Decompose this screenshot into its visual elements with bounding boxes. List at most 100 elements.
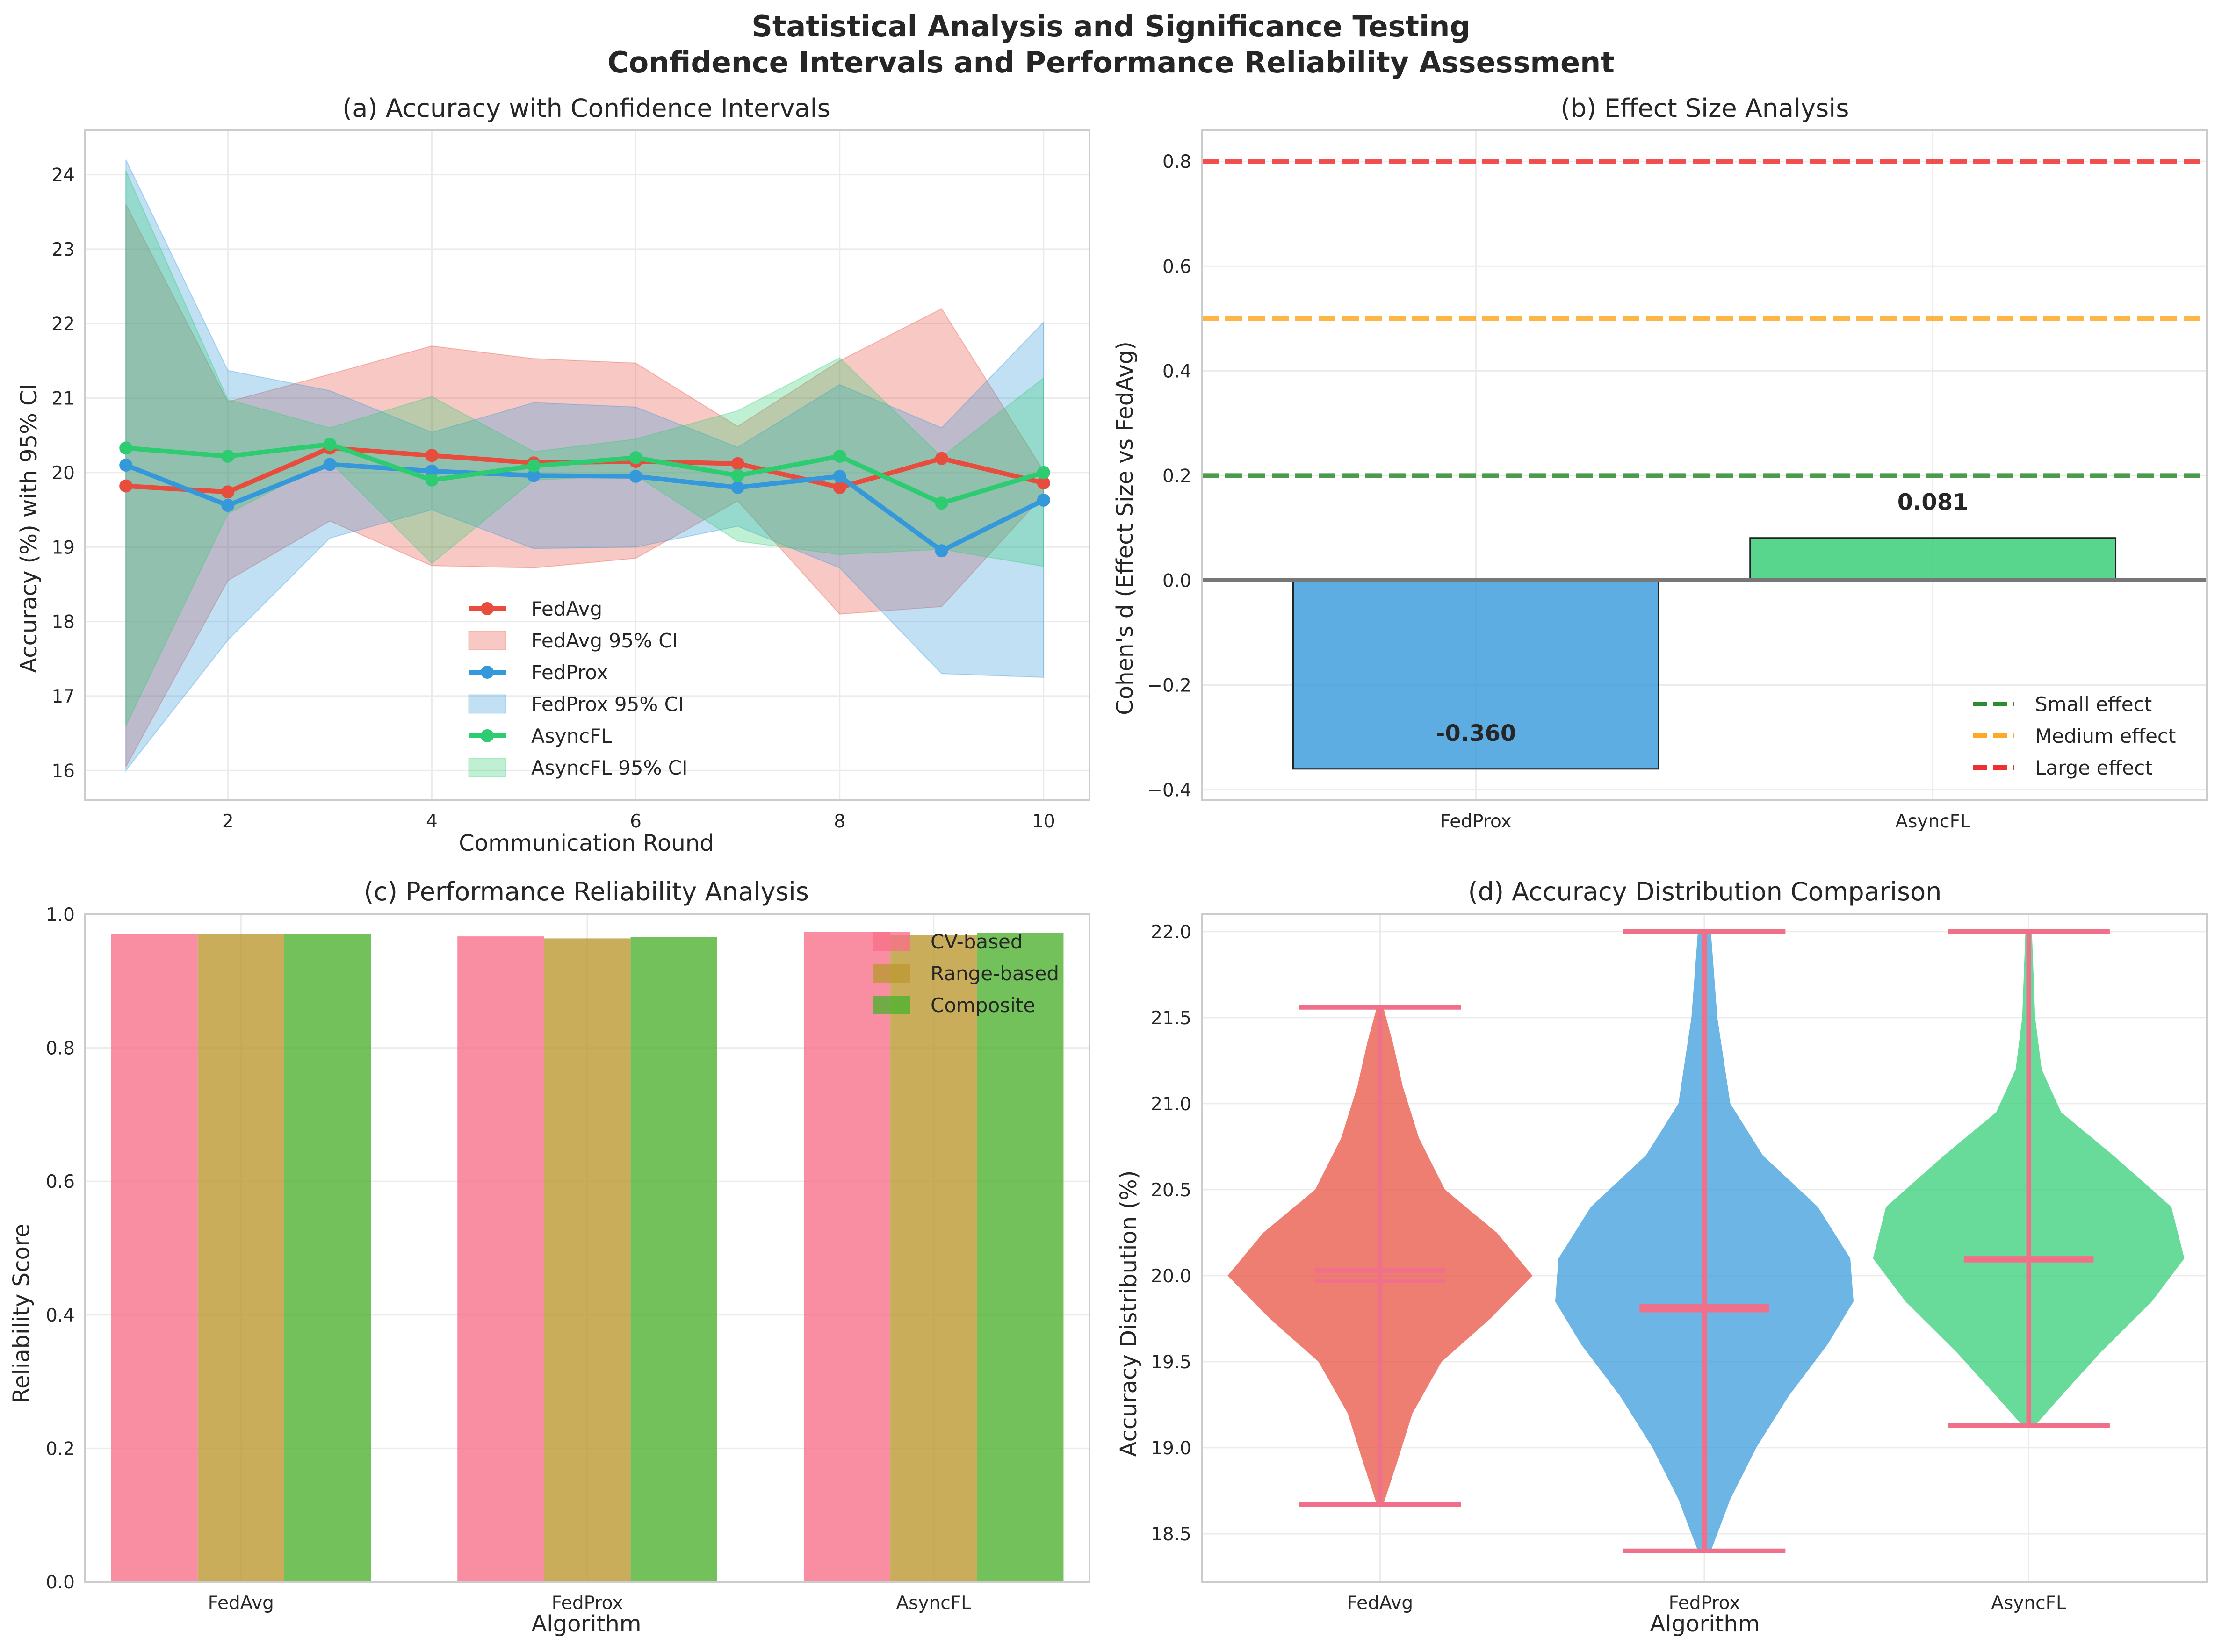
panel-a-xlabel: Communication Round [459, 830, 714, 856]
panel-c-ytick-label: 0.0 [46, 1572, 75, 1593]
panel-a-ylabel: Accuracy (%) with 95% CI [16, 383, 42, 673]
panel-b-effect-size: (b) Effect Size Analysis Cohen's d (Effe… [1112, 93, 2208, 832]
legend-label-fedprox: FedProx [531, 661, 608, 684]
panel-b-title: (b) Effect Size Analysis [1561, 93, 1849, 123]
legend-patch-cv-based [873, 932, 910, 951]
panel-b-ytick-label: 0.6 [1162, 256, 1191, 277]
effect-bar-asyncfl [1749, 537, 2117, 581]
panel-d-xlabel: Algorithm [1650, 1611, 1760, 1637]
point-fedprox [1037, 493, 1050, 507]
point-fedprox [833, 469, 846, 483]
panel-a-xtick-label: 10 [1032, 811, 1055, 832]
panel-c-ytick-label: 0.4 [46, 1305, 75, 1326]
panel-d-ytick-label: 22.0 [1151, 922, 1191, 943]
panel-c-xlabel: Algorithm [531, 1611, 641, 1637]
point-fedavg [425, 449, 439, 462]
legend-label-large-effect: Large effect [2035, 756, 2153, 779]
legend-patch-asyncfl-ci [468, 758, 506, 777]
panel-c-ytick-label: 0.2 [46, 1438, 75, 1459]
panel-c-xtick-label: FedProx [552, 1593, 623, 1614]
panel-c-title: (c) Performance Reliability Analysis [364, 877, 809, 906]
point-fedavg [221, 485, 235, 499]
point-fedprox [527, 469, 541, 482]
panel-d-ylabel: Accuracy Distribution (%) [1116, 1171, 1142, 1457]
panel-c-xtick-label: AsyncFL [896, 1593, 971, 1614]
panel-d-ytick-label: 21.5 [1151, 1008, 1191, 1029]
point-asyncfl [119, 441, 133, 455]
legend-patch-fedprox-ci [468, 694, 506, 714]
panel-b-ytick-label: 0.8 [1162, 151, 1191, 172]
panel-d-ytick-label: 19.5 [1151, 1352, 1191, 1373]
point-fedavg [119, 479, 133, 493]
panel-c-ytick-label: 1.0 [46, 905, 75, 926]
panel-a-ytick-label: 16 [51, 761, 75, 782]
point-fedprox [935, 544, 948, 558]
panel-b-xtick-label: AsyncFL [1895, 811, 1970, 832]
point-fedavg [731, 457, 744, 470]
legend-patch-composite [873, 996, 910, 1014]
series-line-fedprox [125, 462, 1045, 553]
point-asyncfl [1037, 466, 1050, 479]
panel-a-ytick-label: 21 [51, 388, 75, 409]
panel-a-ytick-label: 22 [51, 314, 75, 335]
panel-b-frame [1201, 129, 2208, 801]
panel-a-xtick-label: 8 [834, 811, 845, 832]
legend-label-composite: Composite [931, 994, 1035, 1017]
legend-label-fedavg-ci: FedAvg 95% CI [531, 629, 678, 652]
panel-c-ytick-label: 0.8 [46, 1038, 75, 1059]
panel-d-ytick-label: 20.0 [1151, 1266, 1191, 1287]
panel-d-ytick-label: 18.5 [1151, 1524, 1191, 1545]
panel-b-ytick-label: 0.0 [1162, 570, 1191, 591]
bar-cv-based-asyncfl [803, 932, 891, 1582]
point-asyncfl [323, 438, 337, 451]
point-asyncfl [425, 473, 439, 487]
panel-a-ytick-label: 17 [51, 686, 75, 707]
bar-composite-fedavg [284, 934, 371, 1582]
point-fedavg [935, 452, 948, 465]
panel-c-ytick-label: 0.6 [46, 1171, 75, 1192]
effect-value-label-asyncfl: 0.081 [1897, 489, 1969, 516]
panel-d-xtick-label: AsyncFL [1991, 1593, 2066, 1614]
legend-label-fedavg: FedAvg [531, 597, 602, 620]
panel-d-ytick-label: 21.0 [1151, 1094, 1191, 1115]
panel-a-title: (a) Accuracy with Confidence Intervals [342, 93, 830, 123]
panel-b-ytick-label: −0.4 [1147, 780, 1191, 801]
panel-a-ytick-label: 18 [51, 612, 75, 633]
point-asyncfl [629, 451, 642, 465]
legend-label-cv-based: CV-based [931, 930, 1023, 953]
effect-bar-fedprox [1292, 579, 1659, 770]
legend-marker-asyncfl [481, 729, 494, 742]
panel-d-frame [1201, 913, 2208, 1583]
legend-patch-range-based [873, 964, 910, 983]
figure-title-line2: Confidence Intervals and Performance Rel… [607, 45, 1615, 79]
point-fedprox [323, 458, 337, 471]
legend-label-asyncfl: AsyncFL [531, 725, 612, 747]
point-asyncfl [731, 469, 744, 482]
panel-d-ytick-label: 20.5 [1151, 1180, 1191, 1201]
panel-b-ytick-label: 0.4 [1162, 361, 1191, 382]
point-fedprox [629, 469, 642, 483]
panel-a-ytick-label: 24 [51, 165, 75, 186]
panel-a-accuracy-ci: (a) Accuracy with Confidence Intervals C… [16, 93, 1090, 856]
point-asyncfl [833, 449, 846, 463]
effect-value-label-fedprox: -0.360 [1436, 720, 1516, 747]
legend-label-medium-effect: Medium effect [2035, 725, 2176, 747]
legend-label-small-effect: Small effect [2035, 693, 2152, 716]
point-asyncfl [935, 496, 948, 510]
panel-c-reliability: (c) Performance Reliability Analysis Alg… [8, 877, 1090, 1637]
panel-a-ytick-label: 23 [51, 239, 75, 260]
legend-marker-fedavg [481, 602, 494, 615]
panel-a-xtick-label: 4 [426, 811, 438, 832]
point-fedprox [731, 481, 744, 494]
point-fedavg [1037, 476, 1050, 490]
panel-d-ytick-label: 19.0 [1151, 1438, 1191, 1459]
bar-cv-based-fedavg [111, 934, 198, 1582]
ci-band-fedprox [125, 159, 1044, 772]
panel-d-title: (d) Accuracy Distribution Comparison [1468, 877, 1942, 906]
panel-d-distribution: (d) Accuracy Distribution Comparison Alg… [1116, 877, 2208, 1637]
point-fedprox [221, 499, 235, 512]
panel-a-ytick-label: 20 [51, 463, 75, 484]
point-asyncfl [221, 449, 235, 463]
panel-b-ylabel: Cohen's d (Effect Size vs FedAvg) [1112, 341, 1138, 715]
